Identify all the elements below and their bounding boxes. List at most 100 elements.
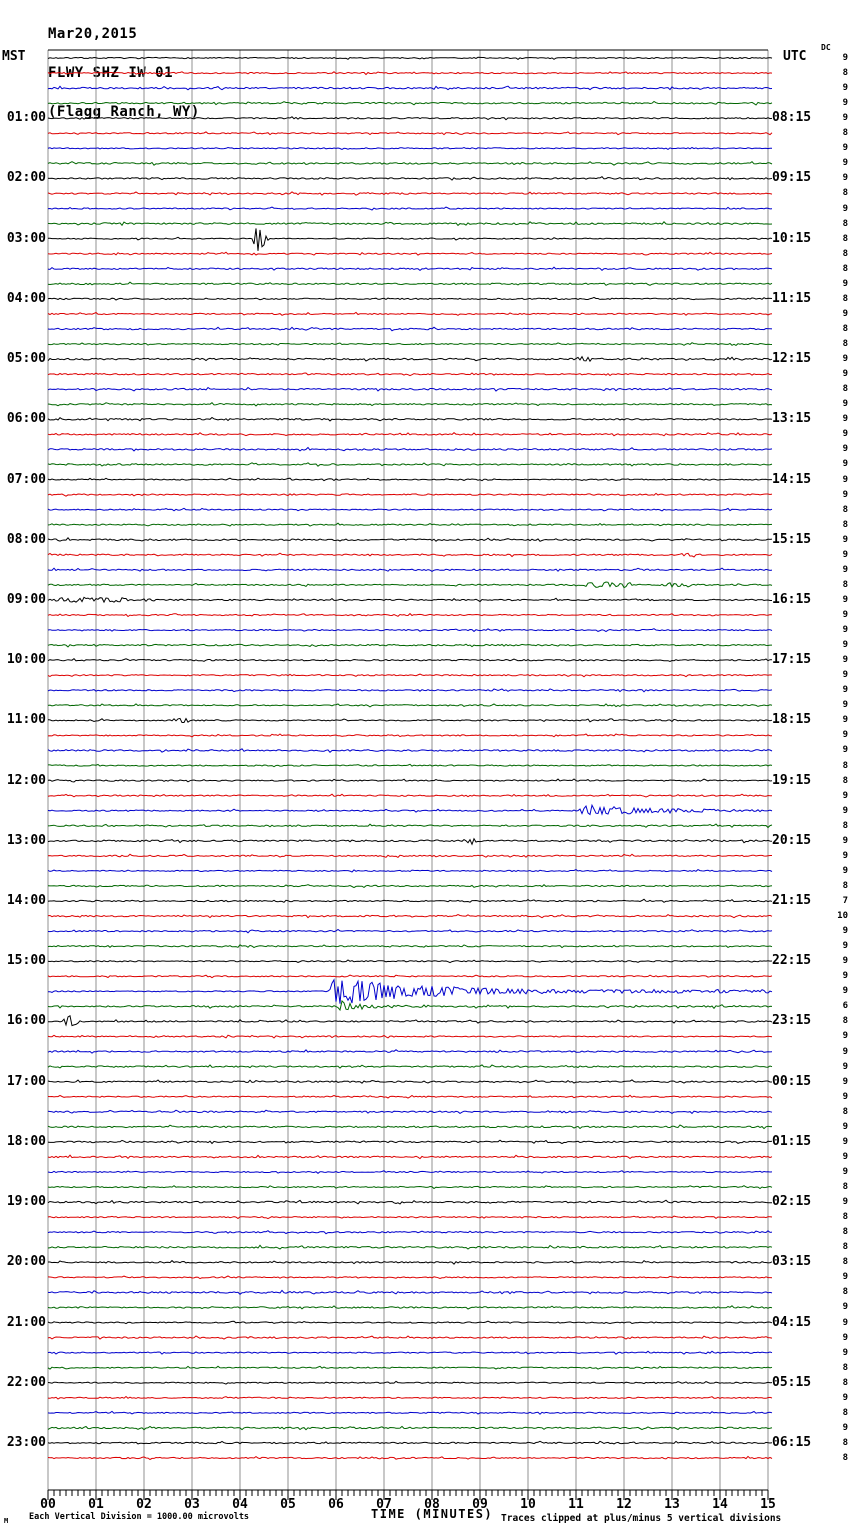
utc-hour-label: 12:15 (772, 351, 812, 367)
utc-hour-label: 19:15 (772, 772, 812, 788)
dc-value: 9 (842, 564, 848, 575)
dc-value: 9 (842, 715, 848, 726)
dc-value: 9 (842, 1136, 848, 1147)
utc-hour-label: 21:15 (772, 893, 812, 908)
seismogram-trace (47, 1215, 773, 1220)
utc-hour-label: 09:15 (772, 170, 812, 186)
utc-hour-label: 05:15 (772, 1374, 812, 1390)
dc-value: 9 (842, 625, 848, 636)
dc-value: 9 (842, 203, 848, 214)
seismogram-trace (47, 1365, 773, 1370)
dc-value: 8 (842, 68, 848, 79)
mst-hour-label: 19:00 (6, 1194, 46, 1210)
utc-hour-label: 15:15 (772, 531, 812, 547)
dc-value: 9 (842, 805, 848, 816)
dc-value: 9 (842, 865, 848, 876)
seismogram-trace (47, 402, 773, 407)
dc-value: 9 (842, 1151, 848, 1162)
seismogram-trace (47, 537, 773, 542)
minute-tick-label: 12 (616, 1497, 632, 1512)
mst-hour-label: 02:00 (6, 170, 46, 186)
dc-value: 9 (842, 1422, 848, 1433)
dc-value: 9 (842, 474, 848, 485)
seismogram-trace (47, 1170, 773, 1174)
dc-value: 9 (842, 1392, 848, 1403)
seismogram-trace (47, 492, 773, 497)
dc-value: 8 (842, 1182, 848, 1193)
minute-tick-label: 00 (40, 1497, 56, 1512)
dc-value: 6 (842, 1001, 848, 1012)
dc-value: 9 (842, 489, 848, 500)
dc-value: 9 (842, 399, 848, 410)
mst-hour-label: 08:00 (6, 531, 46, 547)
seismogram-trace (47, 477, 772, 482)
seismogram-trace (47, 1410, 773, 1415)
dc-value: 8 (842, 323, 848, 334)
utc-hour-label: 04:15 (772, 1314, 812, 1330)
seismogram-trace (47, 1350, 773, 1355)
utc-hour-label: 08:15 (772, 110, 812, 126)
dc-value: 9 (842, 308, 848, 319)
mst-hour-label: 09:00 (6, 591, 46, 607)
mst-hour-label: 22:00 (6, 1374, 46, 1390)
dc-value: 8 (842, 293, 848, 304)
mst-hour-label: 05:00 (6, 351, 46, 367)
dc-value: 9 (842, 941, 848, 952)
seismogram-trace (47, 837, 773, 846)
seismogram-trace (47, 1185, 773, 1190)
minute-tick-label: 03 (184, 1497, 200, 1512)
mst-hour-label: 03:00 (6, 230, 46, 246)
seismogram-trace (47, 1440, 773, 1445)
dc-value: 9 (842, 173, 848, 184)
station-code: FLWY SHZ IW 01 (48, 65, 174, 81)
dc-value: 9 (842, 640, 848, 651)
seismogram-trace (47, 372, 773, 377)
dc-value: 8 (842, 504, 848, 515)
seismogram-trace (47, 596, 772, 604)
mst-hour-label: 13:00 (6, 832, 46, 848)
seismogram-trace (47, 1139, 773, 1145)
seismogram-trace (48, 1259, 773, 1265)
seismogram-trace (47, 1395, 773, 1400)
dc-value: 8 (842, 1212, 848, 1223)
seismogram-trace (47, 85, 773, 91)
dc-value: 9 (842, 850, 848, 861)
dc-value: 9 (842, 1121, 848, 1132)
dc-value: 8 (842, 188, 848, 199)
utc-hour-label: 01:15 (772, 1133, 812, 1149)
seismogram-trace (47, 1425, 773, 1431)
seismogram-trace (47, 131, 773, 136)
dc-value: 9 (842, 1197, 848, 1208)
dc-value: 9 (842, 594, 848, 605)
dc-value: 9 (842, 459, 848, 470)
title-block: Mar20,2015 FLWY SHZ IW 01 (Flagg Ranch, … (48, 2, 200, 145)
seismogram-trace (47, 507, 773, 512)
station-location: (Flagg Ranch, WY) (48, 104, 200, 120)
utc-hour-label: 10:15 (772, 230, 812, 246)
dc-value: 9 (842, 1166, 848, 1177)
seismogram-trace (47, 869, 773, 873)
seismogram-trace (47, 1064, 773, 1069)
mst-hour-label: 17:00 (6, 1073, 46, 1089)
minute-tick-label: 04 (232, 1497, 248, 1512)
seismogram-trace (47, 658, 773, 663)
seismogram-trace (47, 1154, 773, 1160)
minute-tick-label: 14 (712, 1497, 728, 1512)
dc-value: 9 (842, 1317, 848, 1328)
seismogram-trace (47, 1049, 773, 1054)
utc-hour-label: 16:15 (772, 591, 812, 607)
seismogram-trace (47, 416, 773, 422)
seismogram-trace (47, 898, 773, 903)
mst-hour-label: 10:00 (6, 652, 46, 668)
seismogram-trace (47, 221, 773, 227)
dc-value: 9 (842, 1076, 848, 1087)
seismogram-trace (47, 733, 772, 738)
dc-value: 8 (842, 128, 848, 139)
minute-tick-label: 13 (664, 1497, 680, 1512)
dc-value: 9 (842, 444, 848, 455)
dc-column-header: DC (821, 43, 831, 52)
dc-value: 8 (842, 775, 848, 786)
dc-value: 9 (842, 1272, 848, 1283)
seismogram-trace (48, 1015, 773, 1027)
seismogram-trace (47, 1335, 773, 1340)
